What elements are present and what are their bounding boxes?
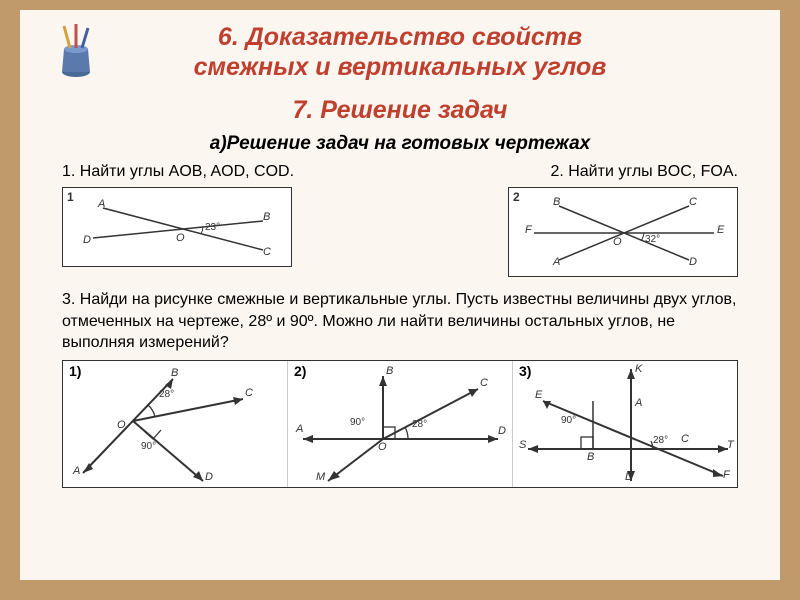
f33-B: B [587, 451, 594, 463]
f33-E: E [535, 389, 542, 401]
fig2-label-D: D [689, 256, 697, 268]
f32-B: B [386, 365, 393, 377]
figure-3-container: 1) A B C D O 28° 90° 2) [62, 360, 738, 488]
f32-A: A [296, 423, 303, 435]
figure-3-3: 3) E K A S B C T D [513, 361, 737, 487]
fig1-label-O: O [176, 232, 185, 244]
heading-6: 6. Доказательство свойств смежных и верт… [50, 22, 750, 82]
f31-C: C [245, 387, 253, 399]
figure-3-1: 1) A B C D O 28° 90° [63, 361, 288, 487]
f32-ang1: 28° [412, 419, 427, 430]
fig1-label-A: A [98, 198, 105, 210]
f33-S: S [519, 439, 526, 451]
fig2-label-F: F [525, 224, 532, 236]
fig2-label-B: B [553, 196, 560, 208]
f32-M: M [316, 471, 325, 483]
fig2-label-C: C [689, 196, 697, 208]
f32-C: C [480, 377, 488, 389]
f33-F: F [723, 469, 730, 481]
task2-text: 2. Найти углы BOC, FOA. [550, 163, 738, 181]
f31-D: D [205, 471, 213, 483]
figure-3-2: 2) A B C D M O 90° 28° [288, 361, 513, 487]
f33-A: A [635, 397, 642, 409]
f32-ang2: 90° [350, 417, 365, 428]
task3-text: 3. Найди на рисунке смежные и вертикальн… [50, 289, 750, 354]
fig1-label-C: C [263, 246, 271, 258]
fig2-label-O: O [613, 236, 622, 248]
tasks-row: 1. Найти углы AOB, AOD, COD. 2. Найти уг… [50, 163, 750, 181]
f33-K: K [635, 363, 642, 375]
f33-ang2: 90° [561, 415, 576, 426]
f32-O: O [378, 441, 387, 453]
f33-T: T [727, 439, 734, 451]
f33-D: D [625, 471, 633, 483]
heading-7: 7. Решение задач [50, 96, 750, 125]
figure-2: 2 B C F E A D O 32° [508, 187, 738, 277]
fig1-label-B: B [263, 211, 270, 223]
fig2-angle: 32° [645, 234, 660, 245]
fig2-label-E: E [717, 224, 724, 236]
heading-6-line2: смежных и вертикальных углов [194, 53, 607, 81]
figure-1: 1 A B C D O 23° [62, 187, 292, 267]
f32-D: D [498, 425, 506, 437]
page-container: 6. Доказательство свойств смежных и верт… [20, 10, 780, 580]
f31-A: A [73, 465, 80, 477]
f33-C: C [681, 433, 689, 445]
f33-ang1: 28° [653, 435, 668, 446]
pencil-cup-icon [52, 24, 100, 84]
task1-text: 1. Найти углы AOB, AOD, COD. [62, 163, 294, 181]
f31-ang2: 90° [141, 441, 156, 452]
figures-row: 1 A B C D O 23° 2 B C F E [50, 187, 750, 277]
subheading-a: а)Решение задач на готовых чертежах [50, 133, 750, 155]
fig1-angle: 23° [205, 222, 220, 233]
f31-B: B [171, 367, 178, 379]
f31-O: O [117, 419, 126, 431]
f31-ang1: 28° [159, 389, 174, 400]
fig2-label-A: A [553, 256, 560, 268]
heading-6-line1: 6. Доказательство свойств [218, 23, 582, 51]
fig1-label-D: D [83, 234, 91, 246]
